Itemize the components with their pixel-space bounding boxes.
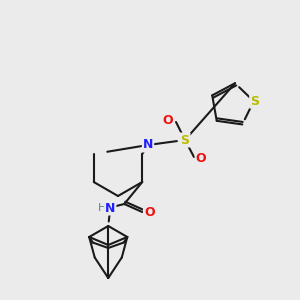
Text: O: O [144,206,154,218]
Text: S: S [181,134,190,146]
Text: N: N [105,202,116,214]
Text: S: S [250,95,259,108]
Text: N: N [143,139,153,152]
Text: H: H [98,203,106,213]
Text: O: O [196,152,206,164]
Text: O: O [163,115,173,128]
